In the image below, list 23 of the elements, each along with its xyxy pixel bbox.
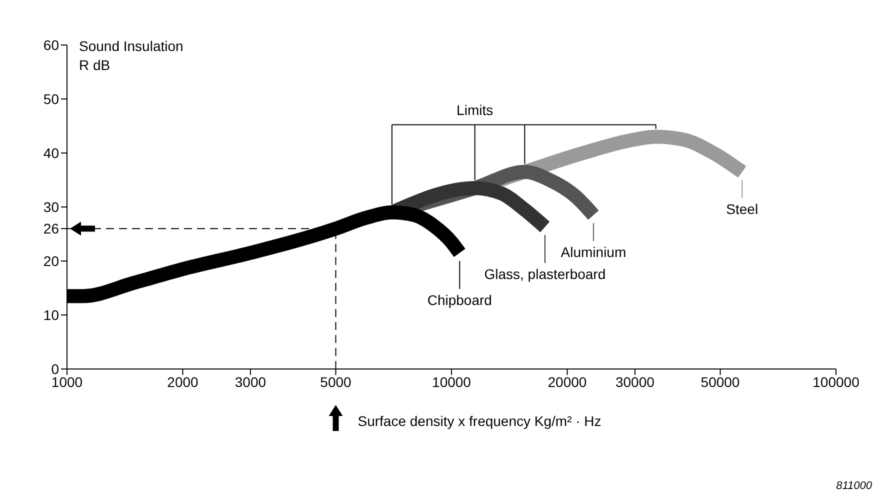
- legend-label: Steel: [726, 200, 758, 217]
- y-tick-label: 10: [43, 306, 60, 323]
- x-tick-label: 30000: [615, 374, 655, 390]
- x-tick-label: 20000: [548, 374, 587, 390]
- y-tick-label: 40: [43, 144, 60, 161]
- x-tick-label: 2000: [167, 374, 199, 390]
- annotation: Limits: [456, 102, 494, 118]
- y-tick-label: 60: [43, 36, 60, 53]
- x-tick-label: 100000: [812, 374, 860, 390]
- legend-label: Glass, plasterboard: [484, 266, 606, 282]
- y-tick-label: 50: [43, 90, 60, 107]
- x-tick-label: 50000: [700, 374, 740, 390]
- x-tick-label: 10000: [432, 374, 472, 390]
- y-tick-label: 30: [43, 198, 60, 215]
- y-axis-title: Sound Insulation R dB: [79, 37, 184, 75]
- legend-label: Chipboard: [427, 292, 492, 308]
- x-axis-title: Surface density x frequency Kg/m² · Hz: [358, 413, 602, 429]
- legend-label: Aluminium: [560, 244, 626, 260]
- x-tick-label: 3000: [234, 374, 266, 390]
- y-tick-label: 26: [43, 220, 60, 237]
- text: 811000: [836, 480, 873, 492]
- x-tick-label: 5000: [320, 374, 352, 390]
- y-tick-label: 20: [43, 252, 60, 269]
